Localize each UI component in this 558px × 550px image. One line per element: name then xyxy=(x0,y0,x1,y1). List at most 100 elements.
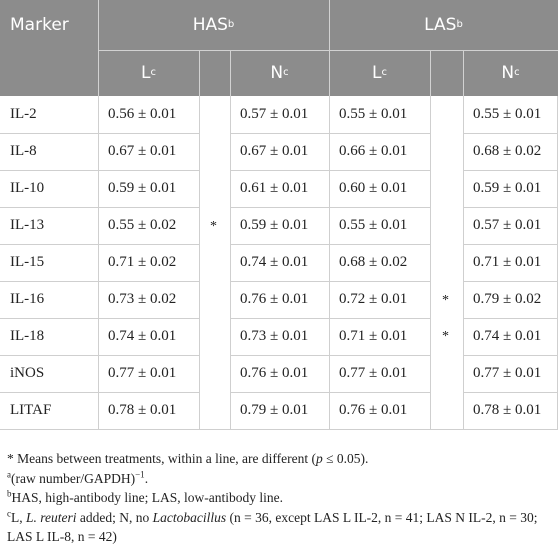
marker-cell: IL-8 xyxy=(10,143,37,159)
row-divider xyxy=(463,392,558,393)
footnote-italic: Lactobacillus xyxy=(152,509,227,525)
row-divider xyxy=(463,207,558,208)
footnote-exponent: −1 xyxy=(135,469,145,479)
row-divider xyxy=(0,318,199,319)
table-bottom-rule xyxy=(0,429,558,430)
row-divider xyxy=(0,207,199,208)
las-l-cell: 0.55 ± 0.01 xyxy=(339,217,408,233)
row-divider xyxy=(463,133,558,134)
marker-cell: IL-16 xyxy=(10,291,45,307)
row-divider xyxy=(463,244,558,245)
row-divider xyxy=(230,170,430,171)
has-l-cell: 0.77 ± 0.01 xyxy=(108,365,177,381)
las-l-label: L xyxy=(372,63,382,83)
row-divider xyxy=(0,355,199,356)
row-divider xyxy=(0,392,199,393)
footnote-text: . xyxy=(144,470,149,486)
table-row: iNOS 0.77 ± 0.01 0.76 ± 0.01 0.77 ± 0.01… xyxy=(0,355,558,392)
footnote-text: added; N, no xyxy=(76,509,153,525)
marker-header-label: Marker xyxy=(10,15,69,35)
has-l-cell: 0.71 ± 0.02 xyxy=(108,254,177,270)
has-n-cell: 0.79 ± 0.01 xyxy=(240,402,309,418)
las-n-cell: 0.71 ± 0.01 xyxy=(473,254,542,270)
las-n-cell: 0.74 ± 0.01 xyxy=(473,328,542,344)
row-divider xyxy=(0,244,199,245)
las-l-cell: 0.72 ± 0.01 xyxy=(339,291,408,307)
marker-column-header: Marker xyxy=(0,0,98,50)
las-l-cell: 0.71 ± 0.01 xyxy=(339,328,408,344)
column-divider xyxy=(199,96,200,429)
has-n-cell: 0.57 ± 0.01 xyxy=(240,106,309,122)
row-divider xyxy=(0,170,199,171)
footnote-text: * Means between treatments, within a lin… xyxy=(7,451,317,466)
footnote-mark: b xyxy=(7,488,12,499)
column-divider xyxy=(463,96,464,429)
has-n-cell: 0.76 ± 0.01 xyxy=(240,291,309,307)
has-l-cell: 0.73 ± 0.02 xyxy=(108,291,177,307)
marker-cell: IL-10 xyxy=(10,180,45,196)
has-l-cell: 0.74 ± 0.01 xyxy=(108,328,177,344)
footnote-a: a(raw number/GAPDH)−1. xyxy=(7,469,555,489)
has-significance-star: * xyxy=(210,219,217,234)
row-divider xyxy=(0,133,199,134)
header-divider xyxy=(463,50,464,96)
column-divider xyxy=(98,96,99,429)
footnote-text: L, xyxy=(11,509,26,525)
header-divider xyxy=(199,50,200,96)
has-l-cell: 0.59 ± 0.01 xyxy=(108,180,177,196)
footnote-b: bHAS, high-antibody line; LAS, low-antib… xyxy=(7,488,555,508)
row-divider xyxy=(463,355,558,356)
las-group-header: LAS b xyxy=(424,15,463,35)
table-row: IL-10 0.59 ± 0.01 0.61 ± 0.01 0.60 ± 0.0… xyxy=(0,170,558,207)
column-divider xyxy=(230,96,231,429)
has-n-label: N xyxy=(270,63,284,83)
footnote-text: ≤ 0.05). xyxy=(322,451,369,466)
las-l-cell: 0.60 ± 0.01 xyxy=(339,180,408,196)
has-l-cell: 0.55 ± 0.02 xyxy=(108,217,177,233)
has-n-cell: 0.67 ± 0.01 xyxy=(240,143,309,159)
header-divider xyxy=(230,50,231,96)
las-n-cell: 0.59 ± 0.01 xyxy=(473,180,542,196)
table-row: IL-15 0.71 ± 0.02 0.74 ± 0.01 0.68 ± 0.0… xyxy=(0,244,558,281)
footnote-italic: p xyxy=(316,451,323,466)
header-divider xyxy=(98,0,99,50)
las-n-cell: 0.68 ± 0.02 xyxy=(473,143,542,159)
marker-cell: IL-2 xyxy=(10,106,37,122)
las-header-label: LAS xyxy=(424,15,457,35)
row-divider xyxy=(230,318,430,319)
marker-cell: LITAF xyxy=(10,402,52,418)
header-divider xyxy=(329,0,330,50)
footnote-text: (raw number/GAPDH) xyxy=(11,470,136,486)
has-l-cell: 0.56 ± 0.01 xyxy=(108,106,177,122)
marker-cell: IL-13 xyxy=(10,217,45,233)
has-n-cell: 0.61 ± 0.01 xyxy=(240,180,309,196)
footnote-significance: * Means between treatments, within a lin… xyxy=(7,449,555,469)
table-row: IL-2 0.56 ± 0.01 0.57 ± 0.01 0.55 ± 0.01… xyxy=(0,96,558,133)
marker-cell: IL-15 xyxy=(10,254,45,270)
has-n-cell: 0.76 ± 0.01 xyxy=(240,365,309,381)
table-row: LITAF 0.78 ± 0.01 0.79 ± 0.01 0.76 ± 0.0… xyxy=(0,392,558,429)
las-n-cell: 0.77 ± 0.01 xyxy=(473,365,542,381)
marker-cell: iNOS xyxy=(10,365,45,381)
has-n-cell: 0.73 ± 0.01 xyxy=(240,328,309,344)
las-l-cell: 0.77 ± 0.01 xyxy=(339,365,408,381)
las-l-cell: 0.76 ± 0.01 xyxy=(339,402,408,418)
row-divider xyxy=(230,355,430,356)
header-divider xyxy=(98,50,99,96)
row-divider xyxy=(230,244,430,245)
footnote-c: cL, L. reuteri added; N, no Lactobacillu… xyxy=(7,508,555,547)
table-header-top: Marker HAS b LAS b xyxy=(0,0,558,50)
las-n-cell: 0.78 ± 0.01 xyxy=(473,402,542,418)
row-divider xyxy=(230,207,430,208)
column-divider xyxy=(430,96,431,429)
las-l-cell: 0.55 ± 0.01 xyxy=(339,106,408,122)
las-l-cell: 0.68 ± 0.02 xyxy=(339,254,408,270)
footnote-mark: a xyxy=(7,469,11,479)
row-divider xyxy=(463,281,558,282)
has-n-cell: 0.59 ± 0.01 xyxy=(240,217,309,233)
has-l-cell: 0.67 ± 0.01 xyxy=(108,143,177,159)
